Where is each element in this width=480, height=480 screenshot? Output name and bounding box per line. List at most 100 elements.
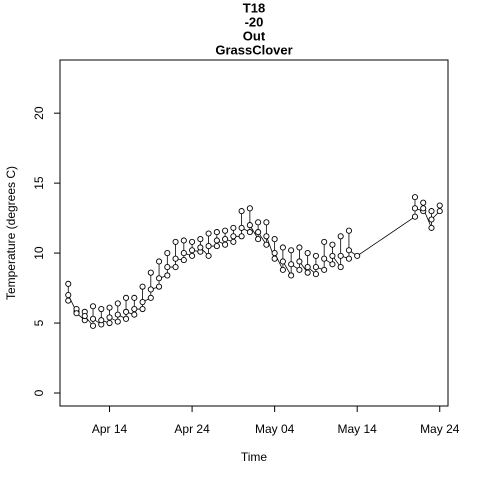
data-point: [271, 255, 278, 262]
y-tick-label: 15: [32, 176, 46, 190]
data-point: [122, 308, 130, 315]
x-tick-label: May 14: [338, 422, 378, 436]
data-point: [156, 258, 163, 265]
data-point: [345, 247, 352, 254]
data-point: [205, 252, 212, 259]
data-point: [131, 305, 138, 313]
data-point: [180, 257, 187, 264]
data-point: [73, 310, 80, 317]
data-point: [65, 292, 72, 299]
data-point: [428, 216, 435, 223]
data-point: [420, 205, 427, 212]
data-point: [337, 233, 344, 240]
data-point: [411, 194, 419, 201]
data-point: [263, 233, 270, 240]
data-point: [271, 236, 278, 243]
data-point: [89, 315, 97, 322]
x-tick-label: Apr 24: [174, 422, 210, 436]
data-point: [296, 258, 303, 265]
data-point: [279, 266, 286, 273]
y-tick-label: 10: [32, 246, 46, 260]
data-point: [321, 238, 328, 245]
data-point: [197, 236, 204, 243]
data-point: [255, 219, 262, 226]
data-point: [304, 264, 311, 271]
y-tick-label: 5: [32, 319, 46, 326]
data-point: [147, 269, 154, 276]
data-point: [114, 318, 121, 325]
data-point: [312, 264, 319, 271]
data-point: [288, 247, 295, 254]
data-point: [164, 264, 171, 271]
data-point: [139, 298, 146, 306]
data-point: [65, 297, 72, 304]
data-point: [89, 303, 97, 310]
data-point: [114, 300, 121, 307]
data-point: [164, 272, 171, 279]
data-point: [238, 208, 245, 215]
data-point: [312, 252, 319, 259]
data-point: [106, 319, 113, 327]
data-point: [164, 250, 171, 257]
data-point: [189, 252, 196, 259]
data-point: [246, 229, 253, 236]
data-point: [65, 280, 72, 287]
chart-title: GrassClover: [215, 42, 292, 57]
x-tick-label: May 24: [420, 422, 460, 436]
data-point: [131, 311, 138, 318]
data-point: [255, 236, 262, 243]
data-point: [329, 241, 336, 248]
data-point: [411, 213, 419, 220]
data-point: [304, 250, 311, 257]
data-point: [345, 255, 352, 262]
chart-title: T18: [243, 0, 265, 15]
data-point: [172, 238, 179, 245]
data-point: [304, 269, 311, 276]
data-point: [246, 205, 253, 212]
data-point: [230, 238, 237, 245]
data-point: [147, 286, 154, 293]
data-point: [279, 258, 286, 265]
data-point: [436, 208, 443, 215]
data-point: [139, 283, 146, 290]
data-point: [238, 224, 245, 231]
data-point: [189, 247, 196, 254]
data-point: [436, 202, 443, 209]
y-axis-label: Temperature (degrees C): [4, 166, 18, 300]
data-point: [230, 224, 237, 231]
data-point: [428, 208, 435, 215]
data-point: [271, 250, 278, 257]
data-point: [89, 322, 97, 329]
data-point: [263, 219, 270, 226]
data-point: [337, 252, 344, 259]
data-point: [213, 237, 220, 244]
y-tick-label: 20: [32, 106, 46, 120]
data-point: [213, 243, 220, 250]
data-point: [288, 272, 295, 279]
data-point: [222, 241, 229, 248]
data-point: [329, 261, 336, 268]
data-point: [172, 264, 179, 271]
chart-title: Out: [243, 28, 266, 43]
data-point: [354, 252, 361, 259]
data-point: [156, 283, 163, 290]
x-tick-label: Apr 14: [92, 422, 128, 436]
x-tick-label: May 04: [255, 422, 295, 436]
data-point: [180, 237, 187, 244]
data-point: [255, 229, 262, 236]
x-axis-label: Time: [241, 450, 268, 464]
data-point: [411, 205, 419, 212]
data-point: [337, 264, 344, 271]
data-point: [428, 224, 435, 231]
plot-frame: [59, 59, 449, 407]
data-point: [312, 271, 319, 278]
data-point: [263, 241, 270, 248]
data-point: [321, 266, 328, 273]
data-point: [98, 305, 105, 313]
data-point: [222, 236, 229, 243]
data-point: [213, 229, 220, 236]
data-point: [279, 244, 286, 251]
data-point: [321, 255, 328, 262]
data-point: [180, 250, 187, 257]
